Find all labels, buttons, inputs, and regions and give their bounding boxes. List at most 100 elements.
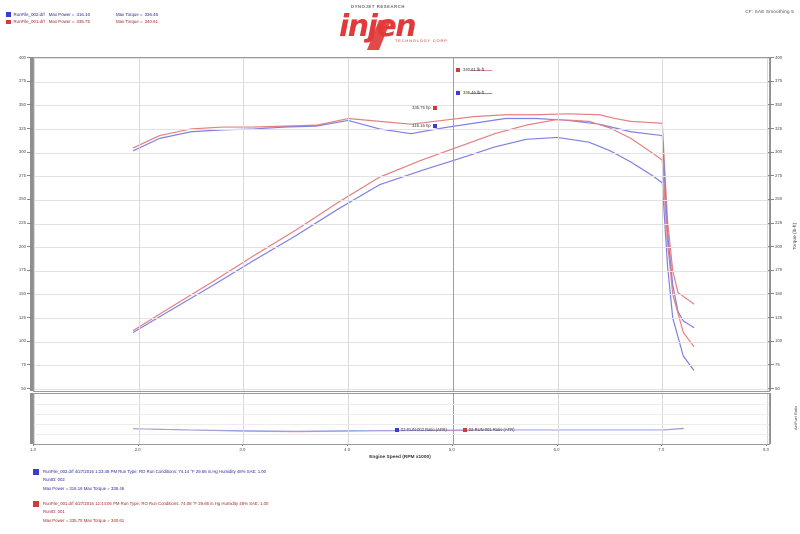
- y-tick-label-torque: 175: [775, 267, 783, 273]
- afr-legend-label: 02-RUN-002 Ratio (AFR): [401, 427, 447, 432]
- y-tick-label-power: 125: [18, 314, 26, 320]
- gridline-horizontal: [34, 365, 769, 367]
- y-tick-label-torque: 400: [775, 54, 783, 60]
- y-tick-label-power: 350: [18, 101, 26, 107]
- top-legend-row: RunFile_001.drf Max Power = 335.75 Max T…: [6, 18, 326, 25]
- callout-label: 336.46 lb-ft: [463, 90, 484, 95]
- gridline-horizontal: [34, 223, 769, 225]
- run-swatch-red: [33, 500, 39, 507]
- y-tick-label-torque: 125: [775, 314, 783, 320]
- y-tick-label-power: 400: [18, 54, 26, 60]
- gridline-vertical: [348, 58, 350, 391]
- run-result-line: Max Power = 335.75 Max Torque = 340.61: [43, 518, 125, 523]
- gridline-vertical: [34, 394, 35, 444]
- run-result-line: Max Power = 316.16 Max Torque = 336.46: [43, 486, 125, 491]
- y-tick-label-torque: 100: [775, 338, 783, 344]
- callout-power-red: 335.75 hp: [412, 105, 437, 110]
- y-tick-label-power: 225: [18, 220, 26, 226]
- y-tick-label-torque: 325: [775, 125, 783, 131]
- afr-curves: [132, 427, 684, 433]
- afr-left-rail: [30, 393, 33, 444]
- x-axis-title: Engine Speed (RPM x1000): [369, 455, 431, 460]
- gridline-horizontal: [34, 176, 769, 178]
- top-legend-run-name: RunFile_001.drf: [13, 19, 45, 25]
- run-id-line: RunID: 002: [43, 477, 65, 482]
- y-tick-label-power: 175: [18, 267, 26, 273]
- x-tick-label: 8.0: [763, 447, 769, 452]
- gridline-vertical: [662, 394, 664, 444]
- top-legend-power-value: 335.75: [76, 19, 90, 25]
- gridline-vertical: [452, 394, 454, 444]
- y-tick-label-torque: 225: [775, 220, 783, 226]
- callout-leader-torque-blue: [470, 93, 492, 94]
- gridline-horizontal: [34, 152, 769, 154]
- afr-swatch-blue: [395, 427, 399, 432]
- y-tick-label-power: 325: [18, 125, 26, 131]
- callout-power-blue: 316.16 hp: [412, 123, 437, 128]
- injen-logo: DYNOJET RESEARCH injen TECHNOLOGY CORP.: [333, 0, 473, 50]
- dyno-plot-area: [33, 57, 770, 392]
- gridline-horizontal: [34, 318, 769, 320]
- gridline-vertical: [767, 58, 768, 391]
- gridline-horizontal: [34, 105, 769, 107]
- gridline-horizontal: [34, 341, 769, 343]
- y-tick-label-torque: 250: [775, 196, 783, 202]
- y-tick-label-power: 200: [18, 243, 26, 249]
- y-tick-label-power: 275: [18, 172, 26, 178]
- curve-runfile-002-drf-power: [132, 136, 695, 371]
- y-tick-label-power: 100: [18, 338, 26, 344]
- gridline-horizontal: [34, 199, 769, 201]
- y-tick-label-power: 75: [21, 361, 26, 367]
- top-legend-torque-value: 336.46: [144, 12, 159, 17]
- callout-leader-torque-red: [470, 70, 492, 71]
- callout-marker-red: [432, 105, 437, 110]
- top-legend-row: RunFile_002.drf Max Power = 316.16 Max T…: [6, 11, 326, 18]
- y-tick-label-torque: 75: [775, 361, 780, 367]
- top-legend-power-value: 316.16: [76, 12, 90, 17]
- curve-runfile-001-drf-torque: [132, 113, 695, 305]
- afr-gridline: [34, 424, 769, 425]
- gridline-vertical: [138, 394, 140, 444]
- top-legend-torque-value: 340.61: [144, 19, 159, 25]
- correction-factor-note: CF: SAE Smoothing 5: [745, 9, 794, 14]
- gridline-vertical: [243, 394, 245, 444]
- gridline-vertical: [452, 58, 454, 391]
- gridline-vertical: [138, 58, 140, 391]
- callout-marker-blue: [432, 123, 437, 128]
- afr-gridline: [34, 414, 769, 415]
- gridline-horizontal: [34, 270, 769, 272]
- x-tick-label: 4.0: [344, 447, 351, 452]
- afr-axis-title: Air/Fuel Ratio: [793, 405, 798, 430]
- brand-wordmark: injen: [339, 9, 417, 44]
- left-axis-rail: [30, 57, 33, 391]
- gridline-horizontal: [34, 247, 769, 249]
- gridline-vertical: [557, 394, 559, 444]
- afr-legend-item: 02-RUN-001 Ratio (AFR): [462, 427, 514, 432]
- run-id-line: RunID: 001: [43, 509, 65, 514]
- afr-curve: [132, 427, 684, 432]
- afr-gridline: [34, 404, 769, 405]
- top-legend-power-label: Max Power =: [48, 19, 75, 25]
- curve-runfile-001-drf-power: [132, 118, 695, 348]
- y-axis-title-torque: Torque (lb-ft): [793, 222, 798, 250]
- gridline-horizontal: [34, 58, 769, 59]
- brand-tagline: TECHNOLOGY CORP.: [395, 38, 449, 43]
- top-legend-torque-label: Max Torque =: [115, 19, 143, 25]
- callout-torque-red: 340.61 lb-ft: [456, 67, 484, 72]
- run-details-line: RunFile_002.drf 4/27/2016 1:23:48 PM Run…: [43, 469, 267, 474]
- y-tick-label-power: 50: [21, 385, 26, 391]
- gridline-vertical: [767, 394, 768, 444]
- afr-legend: 02-RUN-002 Ratio (AFR) 02-RUN-001 Ratio …: [395, 427, 514, 432]
- top-legend: RunFile_002.drf Max Power = 316.16 Max T…: [6, 11, 326, 26]
- y-tick-label-power: 250: [18, 196, 26, 202]
- gridline-vertical: [243, 58, 245, 391]
- x-tick-label: 5.0: [448, 447, 455, 452]
- top-legend-run-name: RunFile_002.drf: [13, 12, 45, 17]
- series-swatch-blue: [6, 12, 11, 17]
- y-tick-label-torque: 150: [775, 291, 783, 297]
- callout-torque-blue: 336.46 lb-ft: [456, 90, 484, 95]
- run-legend-entry: RunFile_002.drf 4/27/2016 1:23:48 PM Run…: [33, 468, 733, 493]
- gridline-vertical: [34, 58, 35, 391]
- series-swatch-red: [6, 19, 11, 25]
- y-tick-label-power: 300: [18, 149, 26, 155]
